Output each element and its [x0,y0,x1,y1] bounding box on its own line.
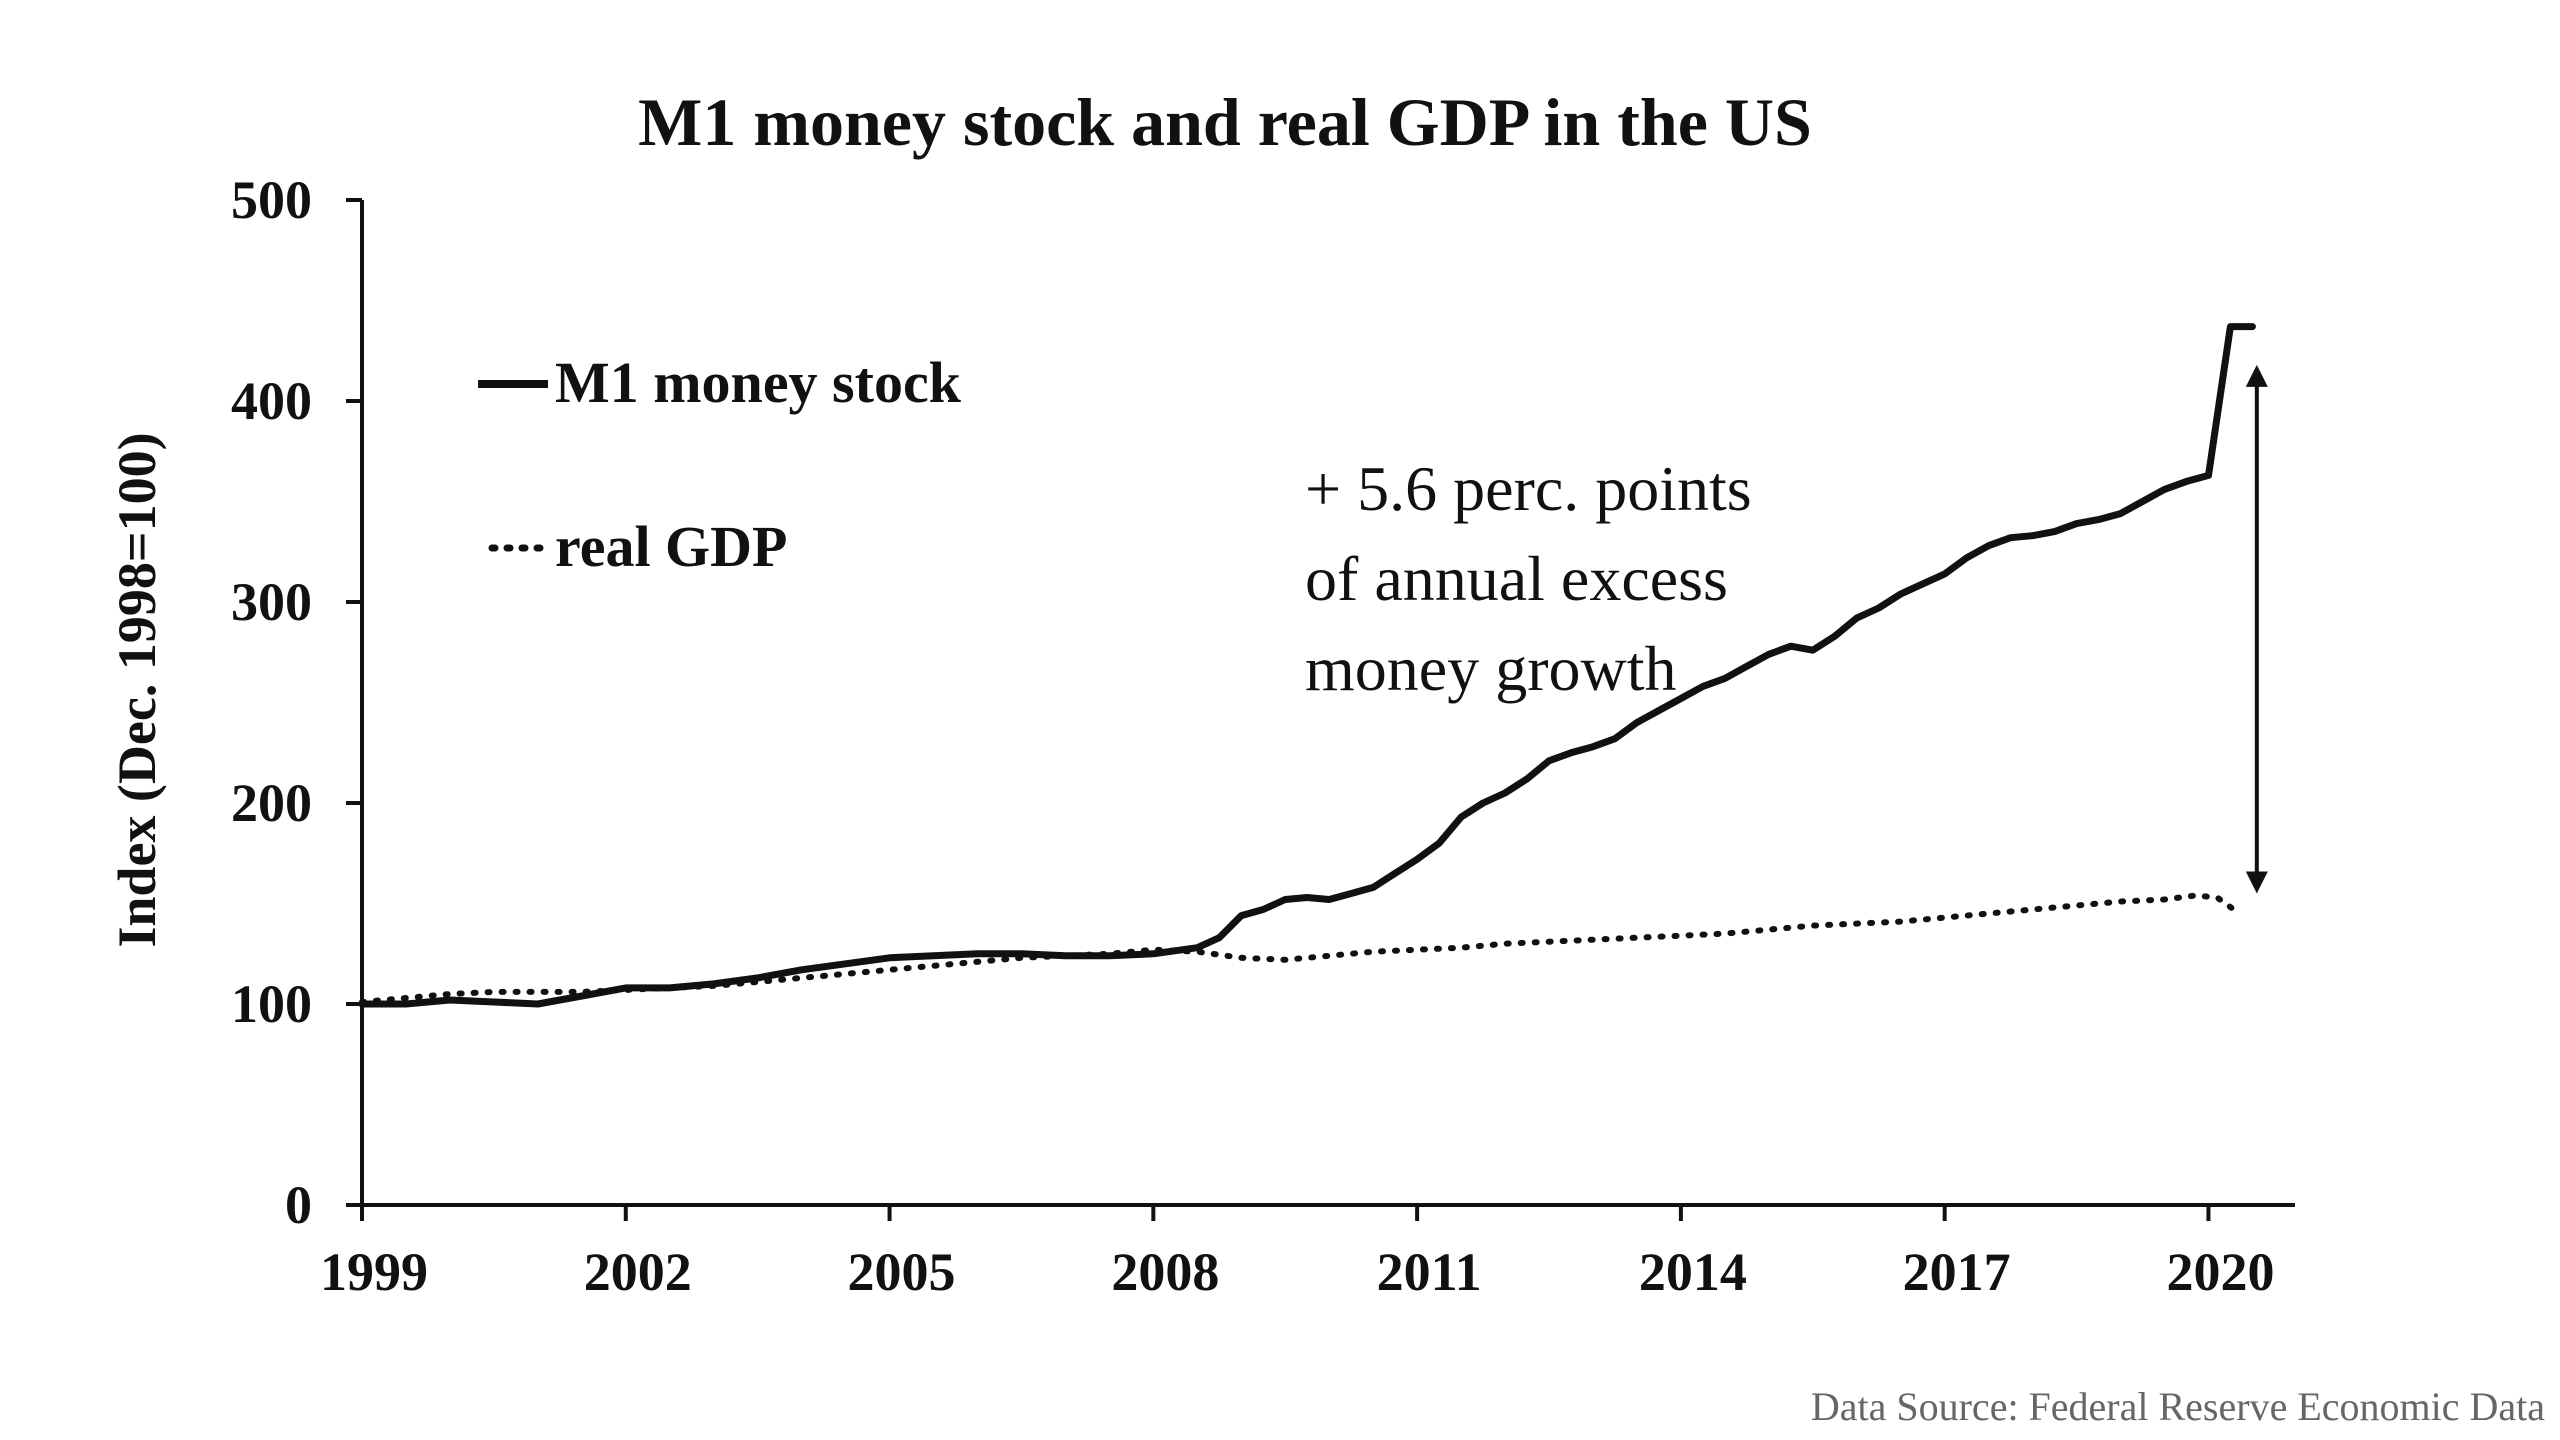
x-tick-label: 2014 [1639,1242,1747,1302]
legend: M1 money stock real GDP [478,350,962,579]
axes [360,200,2295,1207]
series-line-m1-money-stock [358,323,2256,1008]
y-tick-label: 300 [231,572,312,632]
x-tick-label: 2020 [2166,1242,2274,1302]
source-note: Data Source: Federal Reserve Economic Da… [1811,1384,2545,1429]
double-arrow-head-bottom [2245,871,2268,894]
double-arrow [2245,364,2268,894]
y-tick-label: 400 [231,371,312,431]
annotation: + 5.6 perc. points of annual excess mone… [1305,453,1752,704]
annotation-line-3: money growth [1305,633,1677,704]
x-tick-label: 2005 [848,1242,956,1302]
annotation-line-1: + 5.6 perc. points [1305,453,1752,524]
annotation-line-2: of annual excess [1305,543,1728,614]
y-tick-label: 0 [285,1175,312,1235]
series-line-real-gdp [359,892,2243,1005]
x-tick-label: 1999 [320,1242,428,1302]
x-tick-label: 2017 [1903,1242,2011,1302]
legend-label-m1: M1 money stock [555,350,962,415]
y-tick-label: 100 [231,974,312,1034]
x-tick-label: 2008 [1111,1242,1219,1302]
series-lines [358,323,2256,1008]
chart-title: M1 money stock and real GDP in the US [638,84,1812,160]
x-ticks: 1999 2002 2005 2008 2011 2014 2017 2020 [320,1205,2274,1302]
x-tick-label: 2011 [1377,1242,1482,1302]
legend-label-gdp: real GDP [555,514,787,579]
x-tick-label: 2002 [584,1242,692,1302]
y-tick-label: 500 [231,170,312,230]
double-arrow-head-top [2245,364,2268,387]
y-tick-label: 200 [231,773,312,833]
y-ticks: 0 100 200 300 400 500 [231,170,362,1235]
y-axis-label: Index (Dec. 1998=100) [107,432,167,947]
